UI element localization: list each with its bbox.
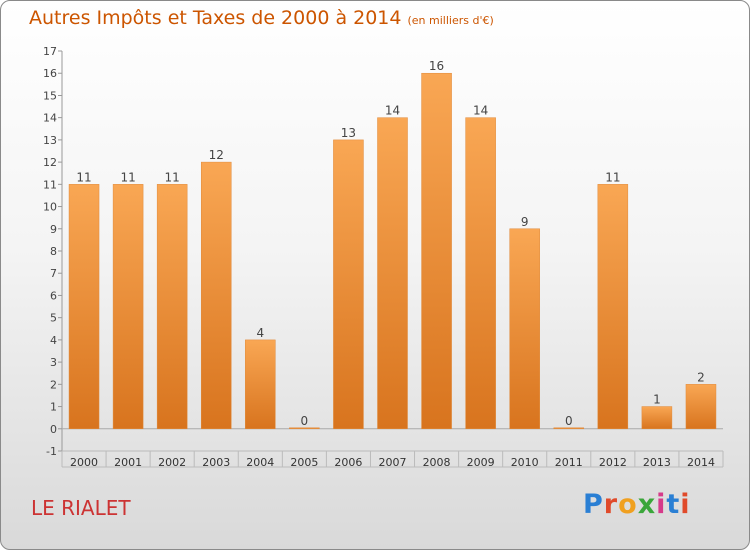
logo-letter: i (656, 489, 667, 520)
y-tick-label: 6 (50, 289, 57, 302)
data-label: 14 (473, 104, 488, 118)
y-tick-label: 11 (43, 178, 57, 191)
bar (200, 161, 232, 430)
y-tick-label: 5 (50, 312, 57, 325)
y-tick-label: 7 (50, 267, 57, 280)
data-label: 0 (565, 414, 573, 428)
chart-subtitle: (en milliers d'€) (407, 14, 494, 27)
y-tick-label: 10 (43, 201, 57, 214)
data-label: 11 (76, 170, 91, 184)
bar (68, 184, 100, 430)
data-label: 11 (165, 170, 180, 184)
x-tick-label: 2007 (379, 456, 407, 469)
bar (377, 117, 408, 430)
bar (333, 139, 364, 430)
y-tick-label: 4 (50, 334, 57, 347)
data-label: 12 (209, 148, 224, 162)
bar (289, 427, 320, 430)
data-label: 16 (429, 59, 444, 73)
y-tick-label: 15 (43, 89, 57, 102)
x-tick-label: 2003 (202, 456, 230, 469)
y-tick-label: 1 (50, 401, 57, 414)
y-tick-label: 8 (50, 245, 57, 258)
y-tick-label: 14 (43, 112, 57, 125)
chart-title-text: Autres Impôts et Taxes de 2000 à 2014 (29, 7, 402, 29)
x-tick-label: 2014 (687, 456, 715, 469)
x-tick-label: 2009 (467, 456, 495, 469)
bar (421, 72, 452, 430)
y-tick-label: 3 (50, 356, 57, 369)
data-label: 11 (605, 170, 620, 184)
data-label: 2 (697, 370, 705, 384)
logo-letter: o (618, 489, 638, 520)
x-tick-label: 2012 (599, 456, 627, 469)
logo-letter: P (583, 489, 604, 520)
bar (685, 384, 717, 430)
y-tick-label: 0 (50, 423, 57, 436)
data-label: 1 (653, 393, 661, 407)
y-tick-label: 2 (50, 378, 57, 391)
logo-letter: i (680, 489, 691, 520)
logo-letter: t (666, 489, 681, 520)
bar (597, 184, 629, 430)
bar (465, 117, 496, 430)
bar (245, 339, 276, 430)
data-label: 9 (521, 215, 529, 229)
logo-letter: x (637, 489, 657, 520)
commune-name: LE RIALET (31, 496, 131, 520)
x-tick-label: 2006 (334, 456, 362, 469)
bar (112, 184, 144, 430)
data-label: 13 (341, 126, 356, 140)
x-tick-label: 2004 (246, 456, 274, 469)
proxiti-logo: Proxiti (583, 489, 691, 520)
y-tick-label: 17 (43, 45, 57, 58)
x-tick-label: 2001 (114, 456, 142, 469)
y-tick-label: 13 (43, 134, 57, 147)
x-tick-label: 2000 (70, 456, 98, 469)
logo-letter: r (603, 489, 619, 520)
x-tick-label: 2013 (643, 456, 671, 469)
x-tick-label: 2010 (511, 456, 539, 469)
data-label: 11 (120, 170, 135, 184)
bar (641, 406, 673, 430)
bar (156, 184, 188, 430)
chart-title: Autres Impôts et Taxes de 2000 à 2014 (en… (29, 7, 494, 29)
data-label: 4 (256, 326, 264, 340)
y-tick-label: 9 (50, 223, 57, 236)
data-label: 14 (385, 104, 400, 118)
y-tick-label: 12 (43, 156, 57, 169)
x-tick-label: 2005 (290, 456, 318, 469)
y-tick-label: -1 (46, 445, 57, 458)
x-tick-label: 2008 (423, 456, 451, 469)
x-tick-label: 2002 (158, 456, 186, 469)
data-label: 0 (301, 414, 309, 428)
y-tick-label: 16 (43, 67, 57, 80)
bar (553, 427, 585, 430)
x-tick-label: 2011 (555, 456, 583, 469)
bar (509, 228, 540, 430)
